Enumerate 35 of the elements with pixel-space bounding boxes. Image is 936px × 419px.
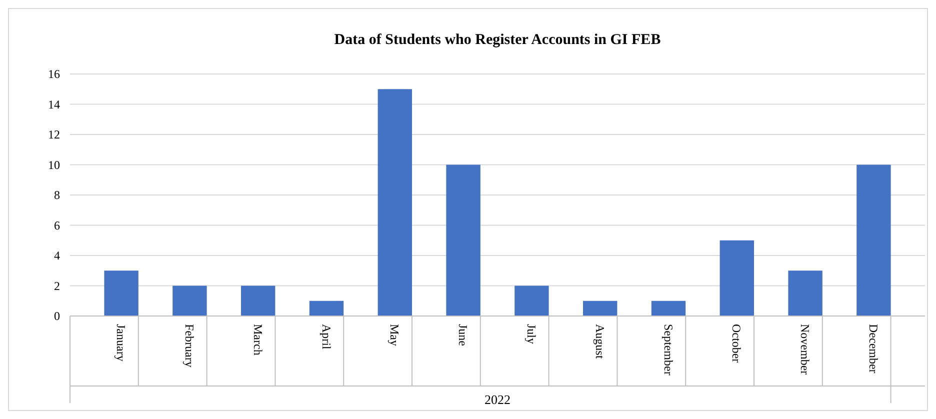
bar: [104, 270, 138, 316]
y-tick-label: 8: [54, 188, 60, 202]
x-tick-label: February: [182, 324, 196, 368]
bar: [651, 300, 686, 316]
chart-title: Data of Students who Register Accounts in GI FEB: [334, 32, 661, 48]
bar: [856, 164, 891, 316]
x-axis-title: 2022: [484, 392, 510, 407]
x-tick-label: May: [388, 324, 402, 346]
x-tick-label: April: [319, 324, 334, 350]
x-tick-label: July: [524, 324, 538, 344]
bar: [514, 286, 549, 316]
y-tick-label: 6: [54, 218, 60, 232]
x-tick-label: December: [866, 324, 880, 374]
bar: [788, 270, 822, 316]
y-tick-label: 14: [48, 97, 60, 112]
bar: [309, 300, 344, 316]
bar: [241, 286, 276, 316]
x-tick-label: June: [456, 324, 470, 346]
bar: [172, 286, 207, 316]
y-tick-label: 16: [48, 67, 60, 82]
bar: [720, 240, 754, 316]
y-tick-label: 4: [54, 248, 60, 263]
y-tick-label: 10: [48, 158, 60, 172]
x-tick-label: March: [250, 324, 265, 356]
bar: [446, 164, 480, 316]
y-tick-label: 12: [48, 128, 60, 142]
bar: [583, 300, 618, 316]
x-tick-label: January: [114, 324, 128, 362]
y-tick-label: 0: [54, 309, 60, 324]
bar: [378, 89, 412, 316]
x-tick-label: November: [798, 324, 812, 375]
x-tick-label: October: [730, 324, 744, 363]
y-tick-label: 2: [54, 278, 60, 293]
x-tick-label: August: [592, 324, 607, 360]
x-tick-label: September: [661, 324, 676, 376]
